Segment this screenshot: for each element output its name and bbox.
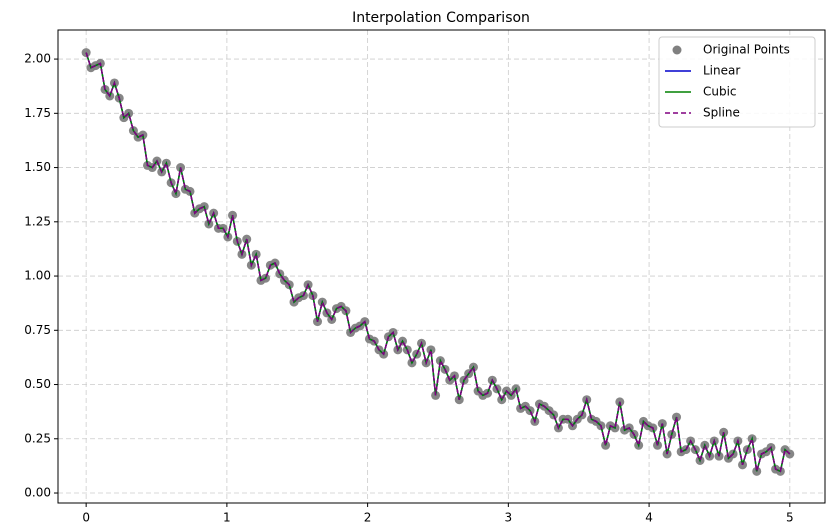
y-tick-label: 0.00 <box>24 486 51 500</box>
legend-label: Linear <box>703 64 740 78</box>
x-tick-label: 5 <box>786 511 794 525</box>
x-tick-label: 1 <box>223 511 231 525</box>
x-tick-label: 4 <box>645 511 653 525</box>
plot-frame <box>57 29 826 504</box>
legend-label: Spline <box>703 106 740 120</box>
y-tick-label: 0.75 <box>24 323 51 337</box>
y-tick-label: 2.00 <box>24 52 51 66</box>
legend-label: Cubic <box>703 85 737 99</box>
point <box>81 48 91 58</box>
legend-label: Original Points <box>703 43 790 57</box>
series-line <box>85 52 791 473</box>
y-tick-label: 1.75 <box>24 106 51 120</box>
y-tick-label: 0.25 <box>24 431 51 445</box>
chart-title: Interpolation Comparison <box>352 10 530 26</box>
x-tick-label: 3 <box>505 511 513 525</box>
y-tick-label: 1.50 <box>24 160 51 174</box>
legend-marker <box>672 45 682 55</box>
x-tick-label: 2 <box>364 511 372 525</box>
y-tick-label: 1.00 <box>24 269 51 283</box>
x-tick-label: 0 <box>82 511 90 525</box>
y-tick-label: 1.25 <box>24 214 51 228</box>
legend-box <box>658 36 816 128</box>
y-tick-label: 0.50 <box>24 377 51 391</box>
